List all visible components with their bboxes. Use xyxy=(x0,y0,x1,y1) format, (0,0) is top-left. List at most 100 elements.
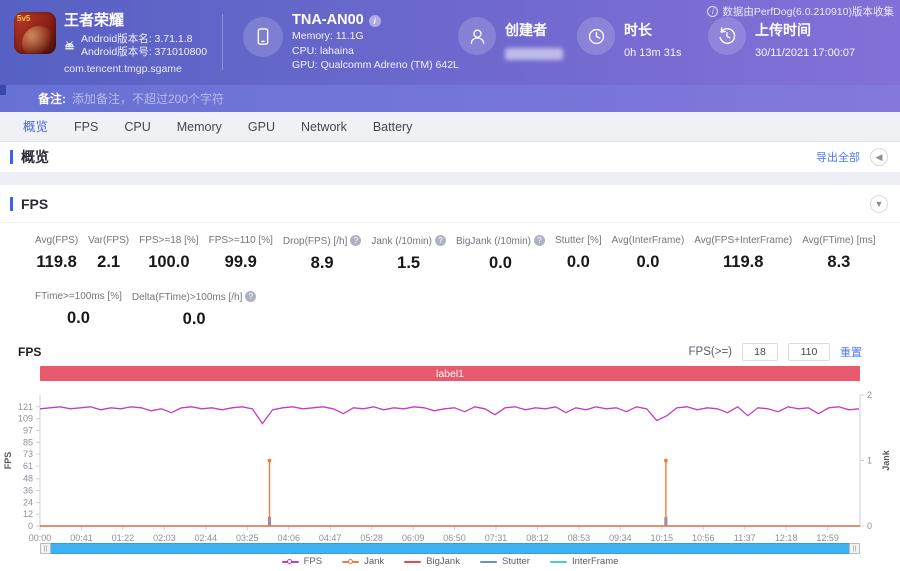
collapse-left-icon[interactable]: ◀ xyxy=(870,148,888,166)
upload-history-icon xyxy=(719,27,736,44)
help-icon[interactable]: ? xyxy=(350,235,362,246)
svg-text:00:00: 00:00 xyxy=(29,533,52,543)
header-divider xyxy=(222,14,223,70)
metric-label: Avg(InterFrame) xyxy=(611,235,685,246)
metric-label: FTime>=100ms [%] xyxy=(35,291,122,302)
fps-section-header: FPS ▼ xyxy=(0,185,900,223)
annotation-label-bar[interactable]: label1 xyxy=(40,366,860,381)
device-info: TNA-AN00 i Memory: 11.1G CPU: lahaina GP… xyxy=(292,12,459,73)
metric-value: 0.0 xyxy=(636,253,660,271)
game-icon-art xyxy=(22,26,56,54)
legend-item-interframe[interactable]: InterFrame xyxy=(549,556,619,567)
fps-min-input[interactable] xyxy=(742,343,778,361)
tab-gpu[interactable]: GPU xyxy=(247,119,275,134)
game-app-icon: 5v5 xyxy=(14,12,56,54)
svg-text:12: 12 xyxy=(23,509,33,519)
chart-range-scrollbar[interactable]: || || xyxy=(40,543,860,554)
clock-icon xyxy=(588,28,604,44)
svg-text:08:12: 08:12 xyxy=(526,533,549,543)
svg-text:2: 2 xyxy=(867,390,872,400)
metric-label: FPS>=18 [%] xyxy=(139,235,199,246)
device-info-icon[interactable]: i xyxy=(368,14,381,27)
tab-overview[interactable]: 概览 xyxy=(23,119,49,134)
svg-text:03:25: 03:25 xyxy=(236,533,259,543)
device-gpu: GPU: Qualcomm Adreno (TM) 642L xyxy=(292,59,459,71)
report-header: 5v5 王者荣耀 Android版本名: 3.71.1.8 Android版本号… xyxy=(0,0,900,85)
user-icon xyxy=(470,28,484,44)
metric-cell: Avg(FPS+InterFrame) 119.8 xyxy=(689,235,797,273)
metric-value: 0.0 xyxy=(66,309,90,327)
help-icon[interactable]: ? xyxy=(434,235,446,246)
tab-cpu[interactable]: CPU xyxy=(124,119,151,134)
tab-network[interactable]: Network xyxy=(300,119,347,134)
legend-label: FPS xyxy=(303,556,323,567)
game-icon-badge: 5v5 xyxy=(17,14,31,23)
metric-cell: Avg(InterFrame) 0.0 xyxy=(607,235,690,273)
fps-max-input[interactable] xyxy=(788,343,830,361)
duration-circle xyxy=(577,17,615,55)
legend-item-fps[interactable]: FPS xyxy=(281,556,323,567)
tab-battery[interactable]: Battery xyxy=(372,119,413,134)
metric-cell: Delta(FTime)>100ms [/h]? 0.0 xyxy=(127,291,262,329)
metric-value: 0.0 xyxy=(566,253,590,271)
metric-label: Var(FPS) xyxy=(88,235,130,246)
upload-label: 上传时间 xyxy=(755,22,811,38)
fps-series-line xyxy=(39,406,860,425)
help-icon[interactable]: ? xyxy=(245,291,257,302)
section-accent-bar xyxy=(10,150,13,164)
svg-text:12:59: 12:59 xyxy=(816,533,839,543)
duration-label: 时长 xyxy=(624,22,652,38)
legend-item-stutter[interactable]: Stutter xyxy=(479,556,530,567)
device-model: TNA-AN00 xyxy=(292,12,364,28)
legend-item-bigjank[interactable]: BigJank xyxy=(404,556,460,567)
svg-text:02:03: 02:03 xyxy=(153,533,176,543)
metric-cell: Jank (/10min)? 1.5 xyxy=(366,235,451,273)
note-bar[interactable]: 备注: 添加备注，不超过200个字符 xyxy=(0,85,900,112)
svg-text:73: 73 xyxy=(23,449,33,459)
app-name: 王者荣耀 xyxy=(64,12,125,29)
android-version-code: Android版本号: 371010800 xyxy=(81,46,208,58)
svg-text:85: 85 xyxy=(23,437,33,447)
help-icon[interactable]: ? xyxy=(533,235,545,246)
svg-text:05:28: 05:28 xyxy=(360,533,383,543)
phone-icon xyxy=(257,28,269,45)
metric-value: 2.1 xyxy=(97,253,121,271)
metric-value: 99.9 xyxy=(224,253,257,271)
metric-label: Drop(FPS) [/h]? xyxy=(283,235,362,247)
creator-label: 创建者 xyxy=(505,22,547,38)
chart-legend: FPS Jank BigJank Stutter InterFrame xyxy=(0,556,900,567)
svg-text:61: 61 xyxy=(23,461,33,471)
legend-item-jank[interactable]: Jank xyxy=(342,556,384,567)
svg-text:10:56: 10:56 xyxy=(692,533,715,543)
tab-memory[interactable]: Memory xyxy=(176,119,222,134)
range-handle-left[interactable]: || xyxy=(40,543,51,554)
legend-marker xyxy=(342,558,360,564)
legend-marker xyxy=(281,558,299,564)
range-handle-right[interactable]: || xyxy=(849,543,860,554)
svg-text:48: 48 xyxy=(23,474,33,484)
upload-value: 30/11/2021 17:00:07 xyxy=(755,47,856,59)
legend-label: InterFrame xyxy=(571,556,619,567)
fps-threshold-label: FPS(>=) xyxy=(688,346,732,358)
metric-label: Avg(FPS) xyxy=(35,235,79,246)
svg-text:10:15: 10:15 xyxy=(651,533,674,543)
metric-label: Jank (/10min)? xyxy=(371,235,446,247)
tab-fps[interactable]: FPS xyxy=(74,119,99,134)
svg-text:FPS: FPS xyxy=(3,452,13,470)
metric-value: 0.0 xyxy=(182,310,206,328)
upload-circle xyxy=(708,17,746,55)
metric-value: 100.0 xyxy=(148,253,190,271)
reset-link[interactable]: 重置 xyxy=(840,347,862,359)
legend-marker xyxy=(549,560,567,563)
collapse-down-icon[interactable]: ▼ xyxy=(870,194,888,213)
overview-title: 概览 xyxy=(21,149,49,165)
note-label: 备注: xyxy=(38,92,66,106)
metric-label: FPS>=110 [%] xyxy=(208,235,273,246)
svg-text:0: 0 xyxy=(28,521,33,531)
metric-value: 119.8 xyxy=(723,253,764,271)
collect-info: i 数据由PerfDog(6.0.210910)版本收集 xyxy=(707,4,894,19)
legend-label: Jank xyxy=(364,556,385,567)
export-all-link[interactable]: 导出全部 xyxy=(816,152,860,164)
svg-text:24: 24 xyxy=(23,497,33,507)
upload-block: 上传时间 30/11/2021 17:00:07 xyxy=(755,20,855,59)
